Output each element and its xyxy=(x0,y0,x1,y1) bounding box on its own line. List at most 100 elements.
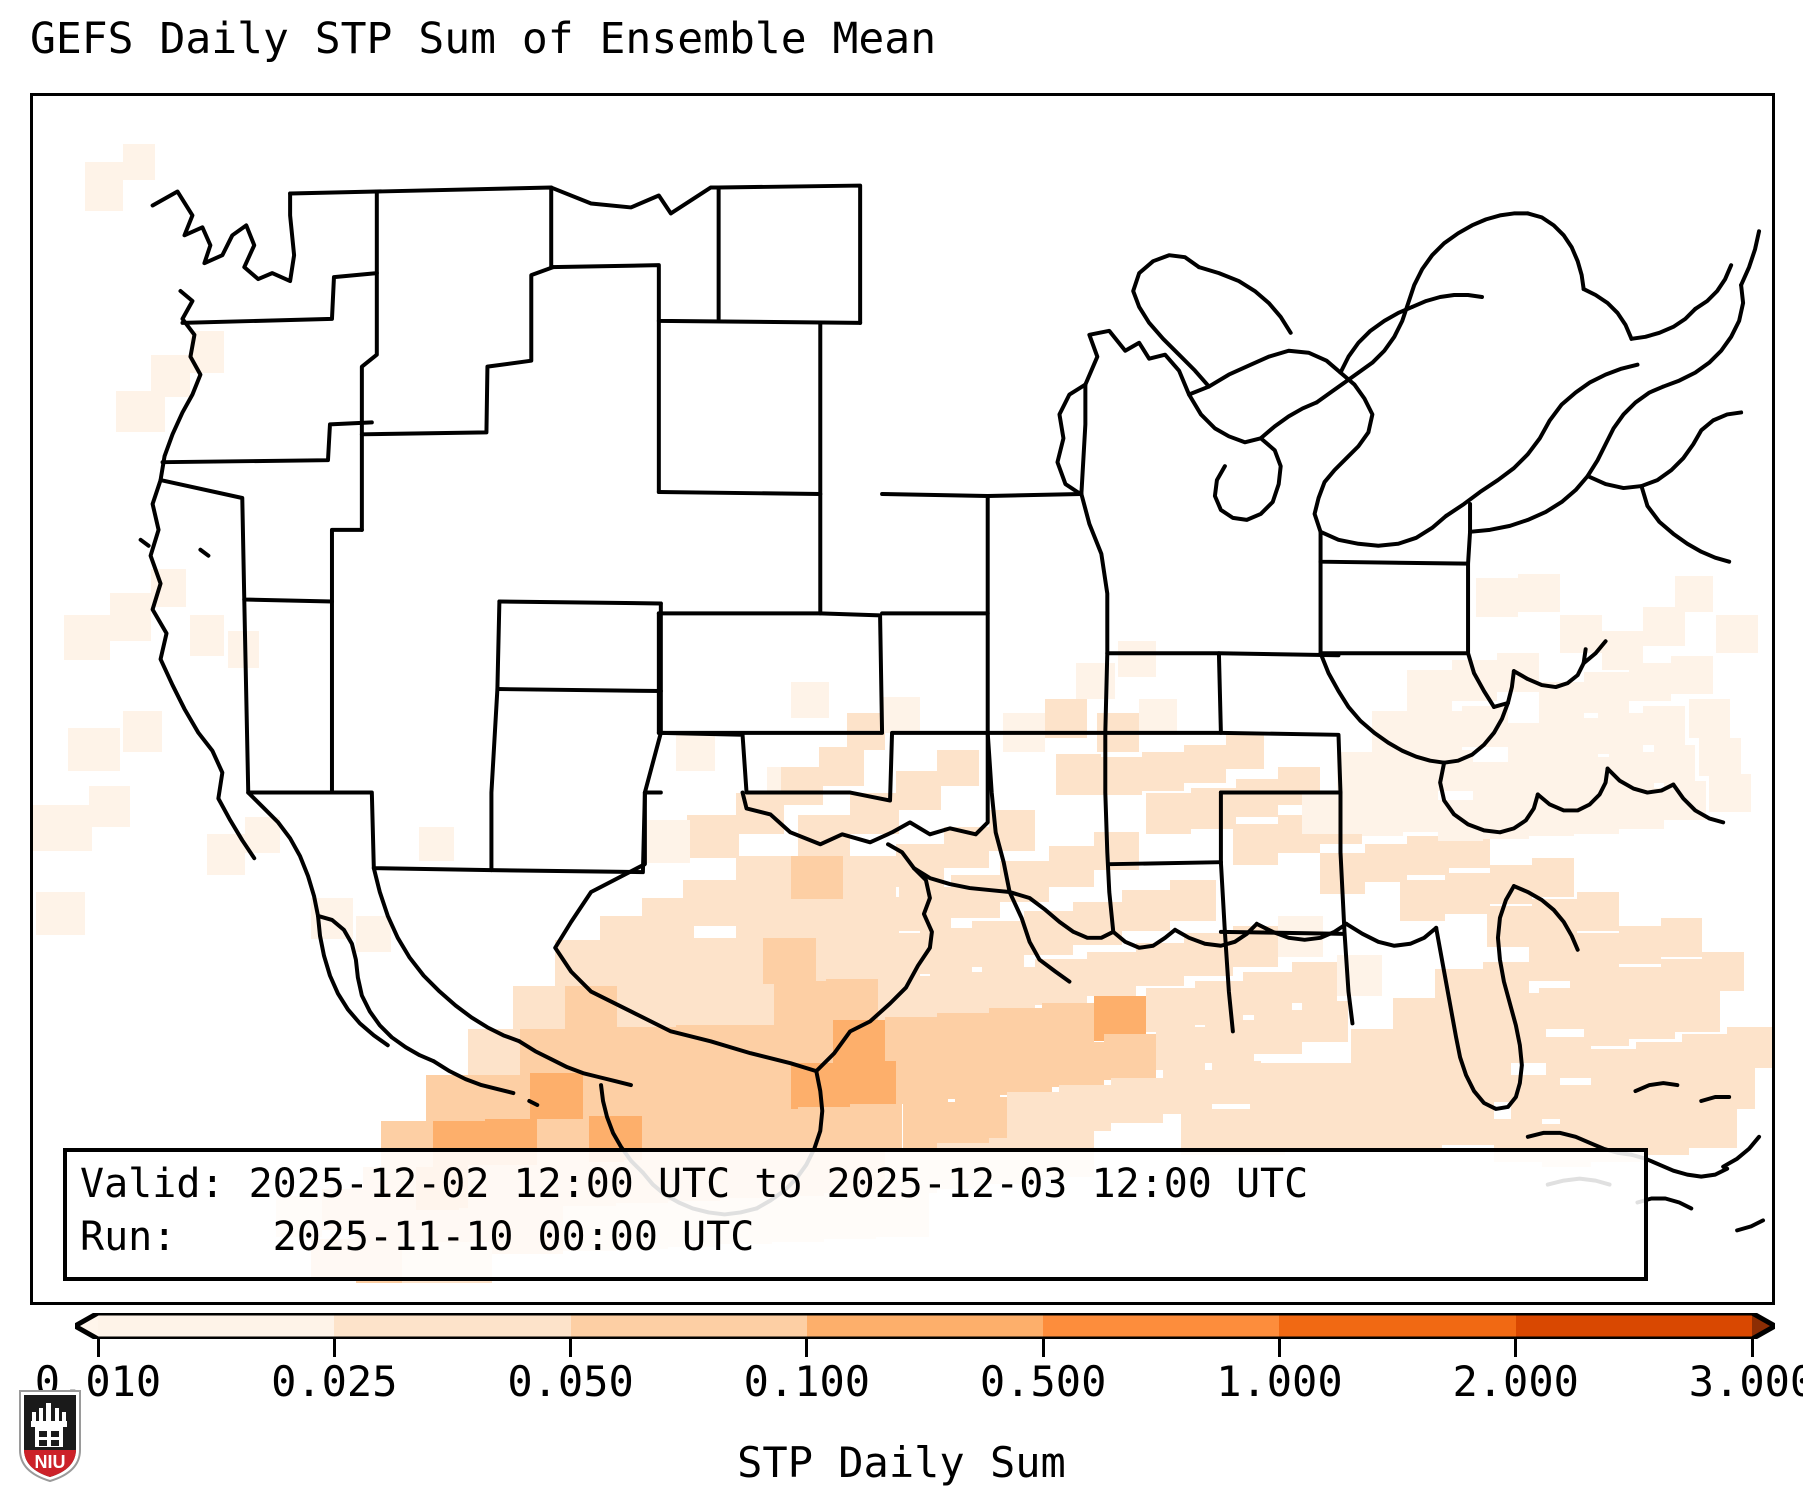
stp-grid-cell xyxy=(1243,971,1293,1015)
stp-grid-cell xyxy=(641,819,691,863)
stp-grid-cell xyxy=(1006,1092,1059,1138)
stp-grid-cell xyxy=(1086,952,1136,996)
stp-grid-cell xyxy=(951,875,1000,919)
colorbar-tick-1 xyxy=(332,1339,336,1357)
stp-grid-cell xyxy=(1472,761,1519,803)
stp-grid-cell xyxy=(1048,846,1094,888)
stp-grid-cell xyxy=(1417,711,1463,753)
stp-grid-cell xyxy=(64,614,110,661)
stp-grid-cell xyxy=(773,981,826,1028)
stp-grid-cell xyxy=(739,1065,792,1112)
stp-grid-cell xyxy=(1698,737,1741,777)
colorbar-tick-2 xyxy=(569,1339,573,1357)
stp-grid-cell xyxy=(947,1053,1000,1100)
stp-grid-cell xyxy=(1618,925,1661,965)
colorbar-tick-label-2: 0.050 xyxy=(507,1357,634,1406)
stp-grid-cell xyxy=(1573,932,1619,974)
stp-grid-cell xyxy=(1538,988,1585,1030)
colorbar-tick-label-4: 0.500 xyxy=(979,1357,1107,1406)
stp-grid-cell xyxy=(1250,1063,1303,1110)
stp-grid-cell xyxy=(1674,575,1713,613)
stp-grid-cell xyxy=(1104,1034,1157,1081)
stp-grid-cell xyxy=(1660,918,1703,958)
stp-grid-cell xyxy=(676,1024,729,1071)
colorbar-segment-4 xyxy=(1043,1313,1280,1339)
stp-grid-cell xyxy=(634,1070,687,1117)
stp-grid-cell xyxy=(937,749,979,786)
stp-grid-cell xyxy=(850,1104,903,1151)
stp-grid-cell xyxy=(1674,990,1720,1032)
stp-grid-cell xyxy=(937,1012,990,1059)
colorbar-tick-4 xyxy=(1041,1339,1045,1357)
stp-grid-cell xyxy=(1577,891,1619,931)
stp-grid-cell xyxy=(1392,790,1439,832)
stp-grid-cell xyxy=(791,899,847,945)
colorbar[interactable] xyxy=(75,1313,1775,1339)
stp-grid-cell xyxy=(624,1027,677,1073)
stp-grid-cell xyxy=(88,785,131,827)
stp-grid-cell xyxy=(1354,1060,1407,1107)
stp-grid-cell xyxy=(1347,793,1393,835)
stp-grid-cell xyxy=(1399,879,1446,921)
stp-grid-cell xyxy=(798,1106,851,1153)
stp-grid-cell xyxy=(982,966,1035,1013)
stp-grid-cell xyxy=(1584,672,1630,714)
stp-grid-cell xyxy=(123,144,155,181)
stp-grid-cell xyxy=(426,1075,479,1122)
stp-grid-cell xyxy=(825,978,879,1025)
colorbar-over-arrow xyxy=(1752,1313,1775,1339)
stp-grid-cell xyxy=(1406,670,1452,712)
page-title: GEFS Daily STP Sum of Ensemble Mean xyxy=(30,14,937,64)
stp-grid-cell xyxy=(1365,843,1407,883)
stp-grid-cell xyxy=(843,855,896,902)
stp-grid-cell xyxy=(1518,759,1564,801)
stp-grid-cell xyxy=(123,711,162,753)
stp-grid-cell xyxy=(867,932,920,979)
niu-logo: NIU xyxy=(19,1390,81,1483)
stp-grid-cell xyxy=(419,826,454,861)
stp-grid-cell xyxy=(1093,995,1146,1042)
stp-grid-cell xyxy=(1145,793,1192,835)
colorbar-segment-5 xyxy=(1279,1313,1516,1339)
stp-grid-cell xyxy=(1041,1002,1094,1049)
stp-grid-cell xyxy=(954,1096,1007,1143)
colorbar-under-arrow xyxy=(75,1313,98,1339)
stp-grid-cell xyxy=(85,162,124,211)
stp-grid-cell xyxy=(1389,1101,1442,1148)
stp-grid-cell xyxy=(711,937,764,984)
stp-grid-cell xyxy=(1118,641,1157,678)
stp-grid-cell xyxy=(1135,942,1185,987)
stp-grid-cell xyxy=(1180,1109,1233,1155)
stp-grid-cell xyxy=(669,983,722,1030)
stp-grid-cell xyxy=(763,937,816,984)
stp-grid-cell xyxy=(999,1048,1053,1095)
stp-grid-cell xyxy=(881,696,920,733)
stp-grid-cell xyxy=(780,766,823,806)
stp-grid-cell xyxy=(791,855,844,902)
stp-grid-cell xyxy=(1629,998,1675,1040)
stp-grid-cell xyxy=(1688,1104,1738,1148)
stp-grid-cell xyxy=(1194,981,1244,1025)
stp-grid-cell xyxy=(1034,959,1087,1006)
stp-grid-cell xyxy=(1653,744,1696,784)
stp-grid-cell xyxy=(930,971,983,1018)
stp-grid-cell xyxy=(1302,1063,1355,1110)
stp-grid-cell xyxy=(989,1007,1042,1054)
colorbar-tick-0 xyxy=(96,1339,100,1357)
stp-grid-cell xyxy=(1702,952,1745,991)
stp-grid-cell xyxy=(878,976,931,1023)
stp-grid-cell xyxy=(1476,578,1519,617)
colorbar-tick-label-5: 1.000 xyxy=(1216,1357,1343,1406)
forecast-info-box: Valid: 2025-12-02 12:00 UTC to 2025-12-0… xyxy=(63,1148,1648,1281)
stp-grid-cell xyxy=(1100,756,1143,796)
stp-grid-cell xyxy=(116,391,166,433)
colorbar-segment-0 xyxy=(98,1313,335,1339)
stp-grid-cell xyxy=(1705,1065,1755,1110)
stp-grid-cell xyxy=(1639,1111,1689,1155)
stp-grid-cell xyxy=(1292,961,1338,1003)
stp-grid-cell xyxy=(791,682,830,719)
stp-grid-cell xyxy=(721,983,774,1030)
stp-grid-cell xyxy=(843,1060,896,1107)
stp-grid-cell xyxy=(1406,1058,1459,1105)
colorbar-segment-6 xyxy=(1515,1313,1752,1339)
